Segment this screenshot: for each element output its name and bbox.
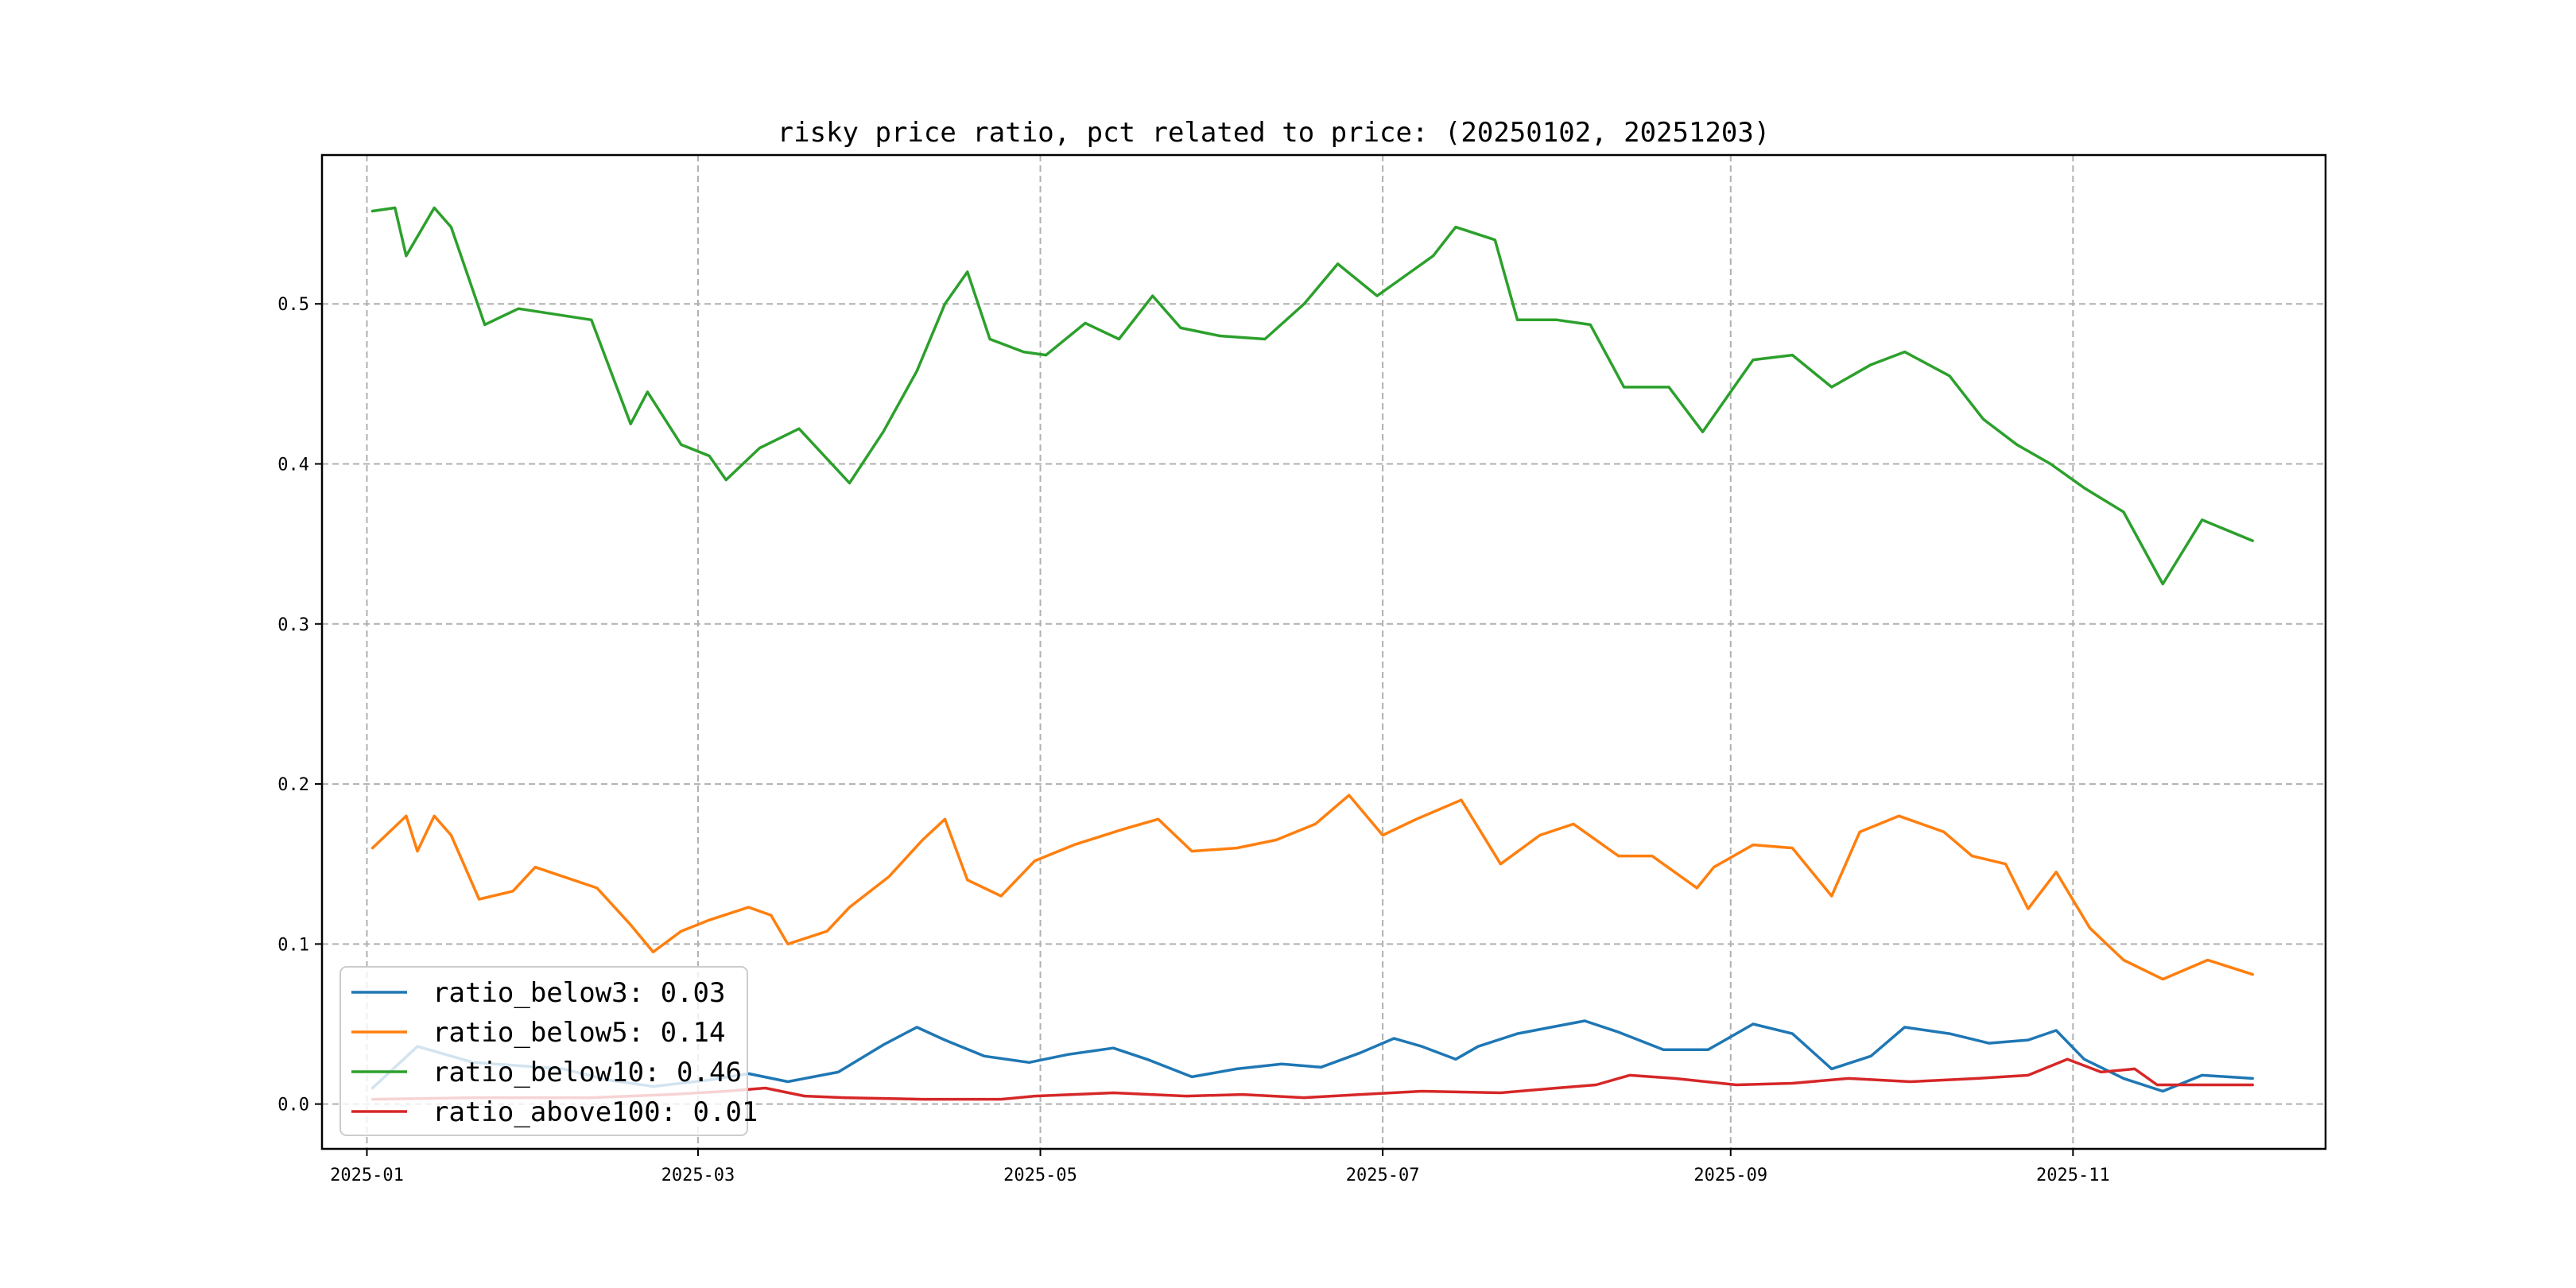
grid-lines [322, 155, 2326, 1149]
x-tick-label: 2025-05 [1003, 1166, 1077, 1185]
legend: ratio_below3: 0.03 ratio_below5: 0.14 rati… [339, 966, 758, 1136]
series-line-ratio-below10 [370, 206, 2254, 586]
x-tick-label: 2025-03 [661, 1166, 735, 1185]
y-tick-label: 0.2 [277, 775, 309, 795]
x-tick-label: 2025-09 [1693, 1166, 1767, 1185]
legend-label: ratio_below3: 0.03 [433, 977, 725, 1009]
plot-area-frame [320, 153, 2327, 1150]
y-tick-label: 0.1 [277, 935, 309, 955]
y-tick-label: 0.5 [277, 295, 309, 315]
legend-label: ratio_below5: 0.14 [433, 1017, 725, 1049]
series-line-ratio-above100 [370, 1057, 2254, 1101]
x-tick-label: 2025-11 [2036, 1166, 2110, 1185]
x-tick-label: 2025-07 [1346, 1166, 1420, 1185]
y-tick-label: 0.0 [277, 1096, 309, 1115]
x-tick-label: 2025-01 [330, 1166, 404, 1185]
series-line-ratio-below5 [370, 793, 2254, 981]
axis-ticks: 2025-01 2025-03 2025-05 2025-07 2025-09 2025-… [277, 295, 2109, 1185]
chart-title: risky price ratio, pct related to price:… [778, 117, 1771, 149]
y-tick-label: 0.3 [277, 615, 309, 635]
y-tick-label: 0.4 [277, 455, 309, 475]
legend-box [339, 966, 748, 1136]
legend-label: ratio_above100: 0.01 [433, 1096, 758, 1128]
legend-label: ratio_below10: 0.46 [433, 1057, 742, 1088]
